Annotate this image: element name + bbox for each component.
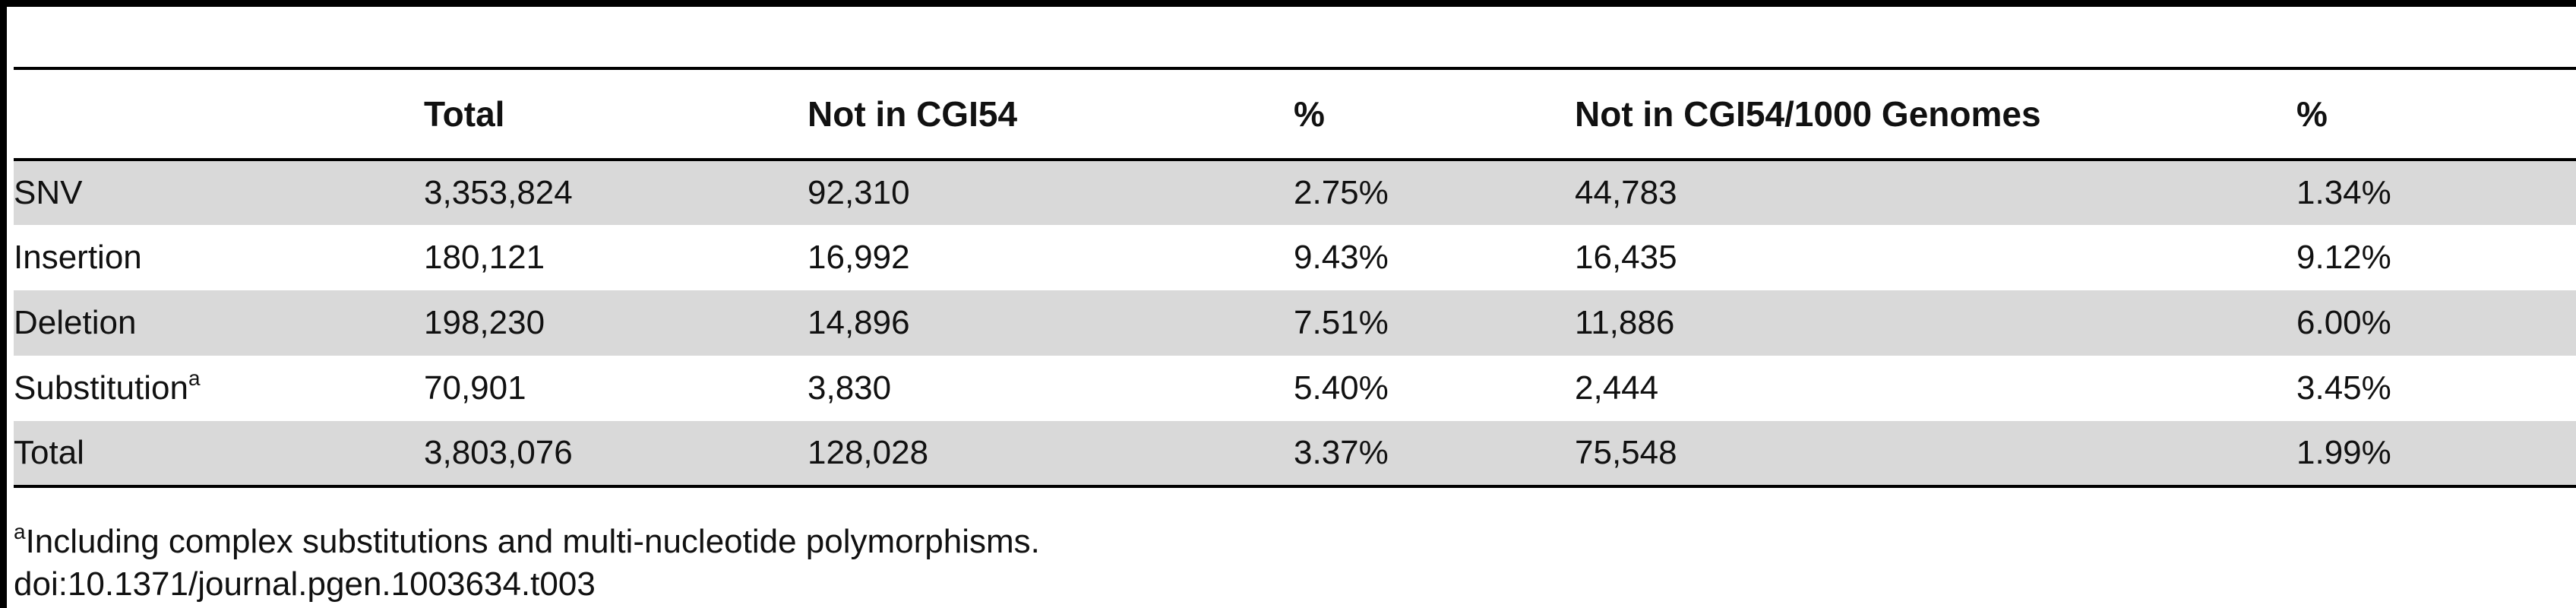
header-row: Total Not in CGI54 % Not in CGI54/1000 G… bbox=[14, 68, 2576, 160]
table-cell: 2.75% bbox=[1294, 174, 1389, 211]
table-row: Total 3,803,076 128,028 3.37% 75,548 1.9… bbox=[14, 421, 2576, 486]
row-label: Total bbox=[14, 434, 84, 471]
table-cell: 1.34% bbox=[2296, 174, 2391, 211]
column-header-percent: % bbox=[1294, 94, 1325, 134]
table-row: Substitutiona 70,901 3,830 5.40% 2,444 3… bbox=[14, 356, 2576, 421]
table-cell: 198,230 bbox=[424, 304, 545, 341]
table-cell: 44,783 bbox=[1575, 174, 1677, 211]
table-cell: 92,310 bbox=[808, 174, 910, 211]
column-header-total: Total bbox=[424, 94, 505, 134]
doi-link[interactable]: doi:10.1371/journal.pgen.1003634.t003 bbox=[14, 565, 596, 603]
table-cell: 16,435 bbox=[1575, 239, 1677, 276]
table-cell: 3.37% bbox=[1294, 434, 1389, 471]
table-cell: 75,548 bbox=[1575, 434, 1677, 471]
table-cell: 14,896 bbox=[808, 304, 910, 341]
table-cell: 2,444 bbox=[1575, 369, 1659, 407]
row-label: Substitutiona bbox=[14, 366, 201, 407]
table-cell: 1.99% bbox=[2296, 434, 2391, 471]
table-cell: 3,353,824 bbox=[424, 174, 573, 211]
table-row: Insertion 180,121 16,992 9.43% 16,435 9.… bbox=[14, 225, 2576, 290]
row-label: Insertion bbox=[14, 239, 142, 276]
row-label: Deletion bbox=[14, 304, 137, 341]
frame-left-border bbox=[0, 0, 7, 608]
data-table: Total Not in CGI54 % Not in CGI54/1000 G… bbox=[14, 67, 2576, 488]
column-header-label bbox=[14, 68, 424, 160]
table-cell: 9.12% bbox=[2296, 239, 2391, 276]
column-header-percent-2: % bbox=[2296, 94, 2328, 134]
table-cell: 70,901 bbox=[424, 369, 526, 407]
table-cell: 3,830 bbox=[808, 369, 892, 407]
table-cell: 9.43% bbox=[1294, 239, 1389, 276]
footnote-text: Including complex substitutions and mult… bbox=[25, 523, 1040, 560]
table-cell: 3.45% bbox=[2296, 369, 2391, 407]
table-cell: 5.40% bbox=[1294, 369, 1389, 407]
footnote-marker: a bbox=[188, 366, 201, 390]
table-cell: 11,886 bbox=[1575, 304, 1675, 341]
table-cell: 3,803,076 bbox=[424, 434, 573, 471]
table-footnote: aIncluding complex substitutions and mul… bbox=[14, 520, 1040, 561]
table-row: SNV 3,353,824 92,310 2.75% 44,783 1.34% bbox=[14, 160, 2576, 225]
frame-top-border bbox=[0, 0, 2576, 7]
variant-table: Total Not in CGI54 % Not in CGI54/1000 G… bbox=[14, 67, 2576, 488]
table-cell: 180,121 bbox=[424, 239, 545, 276]
column-header-not-in-cgi54-1000-genomes: Not in CGI54/1000 Genomes bbox=[1575, 94, 2041, 134]
table-row: Deletion 198,230 14,896 7.51% 11,886 6.0… bbox=[14, 290, 2576, 356]
table-cell: 6.00% bbox=[2296, 304, 2391, 341]
column-header-not-in-cgi54: Not in CGI54 bbox=[808, 94, 1018, 134]
table-cell: 128,028 bbox=[808, 434, 929, 471]
footnote-marker: a bbox=[14, 520, 26, 543]
row-label: SNV bbox=[14, 174, 83, 211]
table-cell: 7.51% bbox=[1294, 304, 1389, 341]
table-cell: 16,992 bbox=[808, 239, 910, 276]
